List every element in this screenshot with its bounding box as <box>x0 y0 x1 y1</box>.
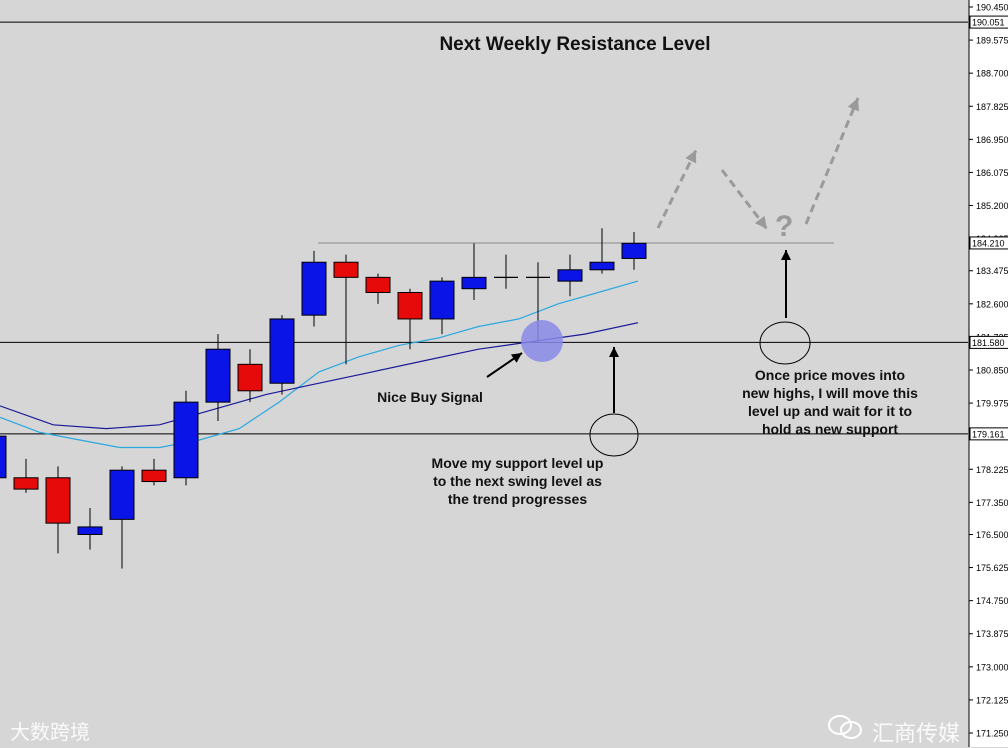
projection-arrow-up <box>656 149 698 229</box>
bull-candle <box>173 401 199 479</box>
question-mark: ? <box>775 210 793 243</box>
watermark-right: 汇商传媒 <box>872 722 961 747</box>
buy-signal-label: Nice Buy Signal <box>377 389 483 405</box>
y-tick-label: 173.000 <box>976 662 1008 672</box>
bull-candle <box>429 280 455 320</box>
new-highs-note: Once price moves into new highs, I will … <box>742 367 918 437</box>
bear-candle <box>13 477 39 490</box>
bear-candle <box>333 261 359 278</box>
bear-candle <box>237 363 263 392</box>
projection-arrow-down-head <box>754 215 767 229</box>
y-tick-label: 176.500 <box>976 530 1008 540</box>
bull-candle <box>269 318 295 384</box>
buy-signal-arrow-head <box>510 353 522 363</box>
level-tag-box <box>969 236 1008 250</box>
y-tick-label: 185.200 <box>976 201 1008 211</box>
y-tick-label: 172.125 <box>976 695 1008 705</box>
wechat-icon <box>828 715 862 739</box>
watermark-left: 大数跨境 <box>10 720 90 744</box>
new-highs-arrow-head <box>781 250 791 260</box>
bull-candle <box>621 242 647 259</box>
bear-candle <box>397 291 423 320</box>
level-tag-label: 181.580 <box>972 338 1005 348</box>
level-tag-box <box>969 15 1008 29</box>
buy-signal-highlight <box>521 320 563 362</box>
new-highs-circle <box>759 321 811 365</box>
projection-arrow-up-2-head <box>847 98 859 112</box>
level-tag-box <box>969 427 1008 441</box>
y-tick-label: 177.350 <box>976 498 1008 508</box>
bull-candle <box>77 526 103 535</box>
projection-arrow-up-head <box>685 150 697 164</box>
bull-candle <box>301 261 327 316</box>
y-tick-label: 188.700 <box>976 69 1008 79</box>
support-note: Move my support level up to the next swi… <box>431 455 604 507</box>
bear-candle <box>45 477 71 524</box>
projection-arrow-up-2 <box>804 97 860 225</box>
bear-candle <box>141 469 167 483</box>
y-tick-label: 186.075 <box>976 168 1008 178</box>
level-tag-box <box>969 335 1008 349</box>
y-tick-label: 178.225 <box>976 465 1008 475</box>
price-axis-panel <box>969 0 1008 747</box>
fast-moving-average-line <box>0 280 639 449</box>
bull-candle <box>461 276 487 290</box>
support-arrow-head <box>609 347 619 357</box>
y-tick-label: 186.950 <box>976 135 1008 145</box>
bull-candle <box>205 348 231 403</box>
y-tick-label: 175.625 <box>976 563 1008 573</box>
y-tick-label: 182.600 <box>976 299 1008 309</box>
y-tick-label: 187.825 <box>976 102 1008 112</box>
y-tick-label: 180.850 <box>976 366 1008 376</box>
y-tick-label: 173.875 <box>976 629 1008 639</box>
y-tick-label: 189.575 <box>976 36 1008 46</box>
level-tag-label: 179.161 <box>972 429 1005 439</box>
level-tag-label: 184.210 <box>972 238 1005 248</box>
bear-candle <box>365 276 391 293</box>
y-tick-label: 179.975 <box>976 399 1008 409</box>
bull-candle <box>589 261 615 271</box>
y-tick-label: 183.475 <box>976 266 1008 276</box>
bull-candle <box>0 435 7 479</box>
bull-candle <box>557 269 583 282</box>
chart-title: Next Weekly Resistance Level <box>439 34 711 55</box>
y-tick-label: 174.750 <box>976 596 1008 606</box>
bull-candle <box>109 469 135 520</box>
y-tick-label: 190.450 <box>976 3 1008 13</box>
level-tag-label: 190.051 <box>972 18 1005 28</box>
support-circle <box>589 413 639 457</box>
y-tick-label: 171.250 <box>976 729 1008 739</box>
